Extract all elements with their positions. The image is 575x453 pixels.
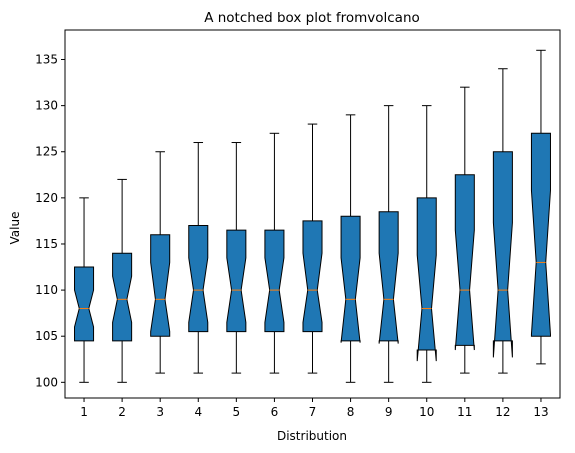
y-tick-label: 125: [35, 145, 58, 159]
x-tick-label: 5: [233, 405, 241, 419]
box-5: [226, 229, 247, 333]
y-tick-label: 110: [35, 283, 58, 297]
box-8: [340, 215, 361, 343]
x-tick-label: 10: [419, 405, 434, 419]
x-tick-label: 9: [385, 405, 393, 419]
x-tick-label: 7: [309, 405, 317, 419]
y-tick-label: 130: [35, 99, 58, 113]
y-tick-label: 120: [35, 191, 58, 205]
box-11: [454, 174, 475, 351]
box-13: [530, 132, 551, 337]
x-tick-label: 8: [347, 405, 355, 419]
box-6: [264, 229, 285, 333]
box-12: [492, 151, 513, 358]
y-axis-label: Value: [8, 212, 22, 245]
box-1: [74, 266, 95, 342]
y-tick-label: 135: [35, 53, 58, 67]
box-9: [378, 211, 399, 344]
box-10: [416, 197, 437, 362]
box-3: [150, 234, 171, 337]
x-tick-label: 2: [118, 405, 126, 419]
x-tick-label: 4: [194, 405, 202, 419]
box-2: [112, 252, 133, 342]
x-axis-label: Distribution: [277, 429, 347, 443]
y-tick-label: 105: [35, 329, 58, 343]
x-tick-label: 6: [271, 405, 279, 419]
plot-area: 1 2 3 4 5 6 7 8 9 10 11 12 1310010511011512012513013…: [35, 29, 561, 419]
y-tick-label: 100: [35, 375, 58, 389]
y-tick-label: 115: [35, 237, 58, 251]
x-tick-label: 1: [80, 405, 88, 419]
box-4: [188, 225, 209, 333]
box-7: [302, 220, 323, 333]
chart-title: A notched box plot fromvolcano: [204, 10, 420, 26]
x-tick-label: 13: [533, 405, 548, 419]
x-tick-label: 12: [495, 405, 510, 419]
x-tick-label: 11: [457, 405, 472, 419]
x-tick-label: 3: [156, 405, 164, 419]
